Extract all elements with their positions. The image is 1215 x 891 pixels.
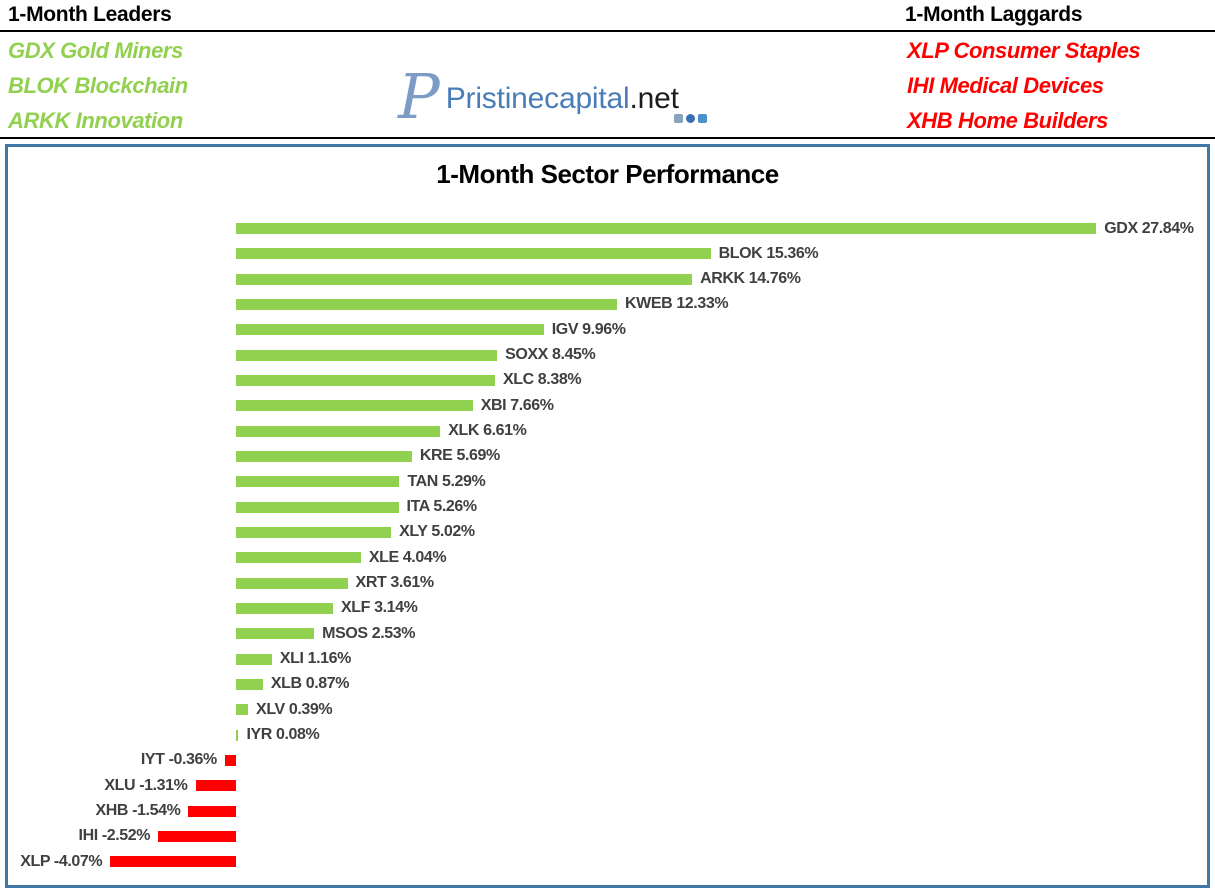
performance-bar-xle: [236, 552, 361, 564]
sector-performance-chart: 1-Month Sector Performance GDX 27.84% BLO…: [5, 144, 1210, 888]
discord-icon: [686, 114, 695, 123]
leader-item: ARKK Innovation: [8, 108, 183, 133]
tv-icon: [698, 114, 707, 123]
chart-title: 1-Month Sector Performance: [436, 159, 779, 189]
performance-bar-igv: [236, 324, 544, 336]
bar-label-gdx: GDX 27.84%: [1104, 219, 1194, 237]
social-icon: [674, 114, 683, 123]
bar-label-soxx: SOXX 8.45%: [505, 346, 596, 364]
bar-label-arkk: ARKK 14.76%: [700, 270, 801, 288]
bar-label-iyr: IYR 0.08%: [246, 726, 320, 744]
leader-item: BLOK Blockchain: [8, 73, 188, 98]
bar-label-xlc: XLC 8.38%: [502, 371, 582, 389]
performance-bar-ita: [236, 501, 399, 513]
performance-bar-kre: [236, 450, 412, 462]
header-divider-bottom: [0, 137, 1215, 139]
header-divider-top: [0, 30, 1215, 32]
logo-script-p-icon: P: [398, 60, 440, 133]
bar-label-kweb: KWEB 12.33%: [624, 295, 729, 313]
bar-label-xlf: XLF 3.14%: [341, 599, 418, 617]
performance-bar-xlk: [236, 425, 441, 437]
performance-bar-soxx: [236, 349, 498, 361]
bar-plot-area: GDX 27.84% BLOK 15.36% ARKK 14.76% KWEB 12.…: [8, 147, 1207, 885]
bar-label-xlk: XLK 6.61%: [448, 422, 527, 440]
performance-bar-xbi: [236, 400, 473, 412]
performance-bar-iyr: [236, 729, 239, 741]
bar-label-xbi: XBI 7.66%: [480, 396, 554, 414]
leaders-list: GDX Gold Miners BLOK Blockchain ARKK Inn…: [8, 38, 188, 143]
performance-bar-msos: [236, 628, 315, 640]
laggard-item: XLP Consumer Staples: [907, 38, 1141, 63]
bar-label-xlp: XLP -4.07%: [20, 852, 103, 870]
bar-label-xhb: XHB -1.54%: [95, 802, 181, 820]
performance-bar-tan: [236, 476, 400, 488]
performance-bar-xrt: [236, 577, 348, 589]
performance-bar-xhb: [188, 805, 236, 817]
performance-bar-xlp: [110, 856, 236, 868]
laggard-item: XHB Home Builders: [907, 108, 1109, 133]
bar-label-blok: BLOK 15.36%: [718, 244, 819, 262]
performance-bar-iyt: [224, 754, 236, 766]
performance-bar-ihi: [158, 830, 236, 842]
bar-label-igv: IGV 9.96%: [551, 320, 626, 338]
bar-label-xli: XLI 1.16%: [279, 650, 352, 668]
performance-bar-blok: [236, 248, 711, 260]
laggards-heading: 1-Month Laggards: [905, 3, 1083, 26]
performance-bar-xlb: [236, 678, 263, 690]
bar-label-ita: ITA 5.26%: [406, 498, 478, 516]
performance-bar-xly: [236, 526, 392, 538]
bar-label-xrt: XRT 3.61%: [355, 574, 435, 592]
bar-label-ihi: IHI -2.52%: [78, 827, 151, 845]
bar-label-msos: MSOS 2.53%: [322, 624, 416, 642]
logo-wordmark: Pristinecapital.net: [446, 82, 679, 116]
laggards-list: XLP Consumer Staples IHI Medical Devices…: [907, 38, 1141, 143]
pristinecapital-logo: P Pristinecapital.net: [398, 62, 679, 136]
performance-bar-xlu: [195, 780, 236, 792]
bar-label-xly: XLY 5.02%: [399, 523, 475, 541]
leader-item: GDX Gold Miners: [8, 38, 183, 63]
laggard-item: IHI Medical Devices: [907, 73, 1104, 98]
performance-bar-arkk: [236, 273, 693, 285]
leaders-heading: 1-Month Leaders: [8, 3, 172, 26]
performance-bar-xlc: [236, 374, 495, 386]
bar-label-xlv: XLV 0.39%: [256, 700, 333, 718]
logo-tld-text: .net: [629, 82, 679, 115]
performance-bar-gdx: [236, 223, 1097, 234]
logo-brand-text: Pristinecapital: [445, 82, 630, 115]
bar-label-iyt: IYT -0.36%: [140, 751, 217, 769]
bar-label-kre: KRE 5.69%: [419, 447, 500, 465]
bar-label-xle: XLE 4.04%: [368, 548, 447, 566]
performance-bar-xlf: [236, 602, 334, 614]
performance-bar-xli: [236, 653, 272, 665]
performance-bar-xlv: [236, 704, 249, 716]
bar-label-xlu: XLU -1.31%: [104, 776, 188, 794]
bar-label-tan: TAN 5.29%: [407, 472, 486, 490]
performance-bar-kweb: [236, 298, 617, 310]
bar-label-xlb: XLB 0.87%: [270, 675, 350, 693]
social-media-icons: [674, 114, 707, 123]
